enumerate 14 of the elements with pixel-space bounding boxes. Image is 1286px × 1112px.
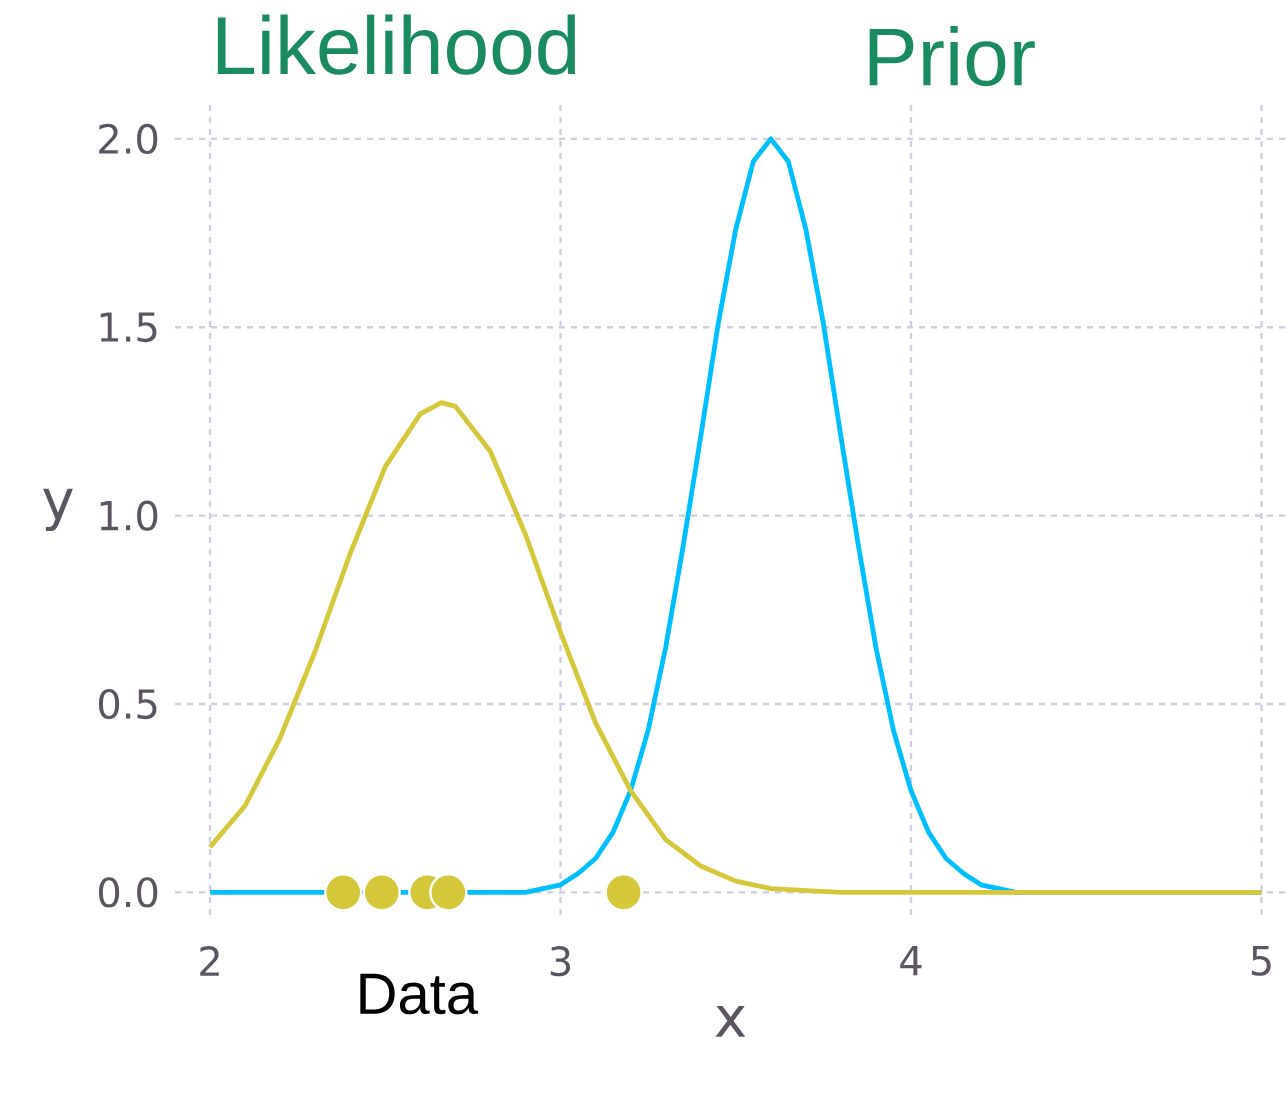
x-tick-label: 5 xyxy=(1251,946,1271,976)
x-tick-label: 4 xyxy=(900,946,922,976)
y-tick-label: 2.0 xyxy=(99,123,158,155)
x-tick-label: 3 xyxy=(550,946,571,977)
x-axis-title: x xyxy=(715,1006,746,1037)
y-tick-label: 1.0 xyxy=(100,500,158,531)
text: Data xyxy=(360,973,479,1015)
y-tick-label: 0.5 xyxy=(98,688,157,720)
y-axis-title: y xyxy=(43,488,73,532)
y-tick-label: 1.5 xyxy=(100,312,157,343)
text: Prior xyxy=(869,25,1035,87)
y-tick-label: 0.0 xyxy=(98,877,158,908)
text: Likelihood xyxy=(217,14,576,75)
x-tick-label: 2 xyxy=(200,946,219,976)
